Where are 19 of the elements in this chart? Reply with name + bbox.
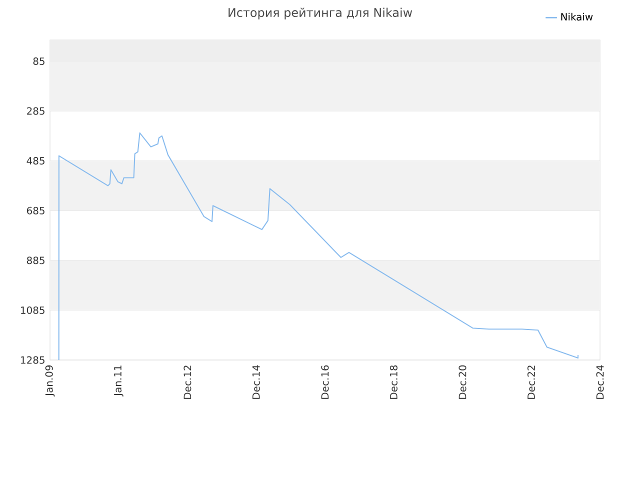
x-tick-label: Dec.16 [321,365,329,399]
y-tick-label: 685 [26,206,44,214]
y-tick-label: 485 [26,157,44,165]
x-tick-label: Dec.18 [390,365,398,399]
x-tick-label: Dec.12 [184,366,192,399]
y-tick-label: 1285 [21,356,44,364]
x-tick-label: Jan.11 [114,366,124,396]
y-tick-label: 1085 [21,306,44,314]
y-tick-label: 885 [26,256,44,264]
chart-title: История рейтинга для Nikaiw [228,8,412,20]
y-tick-label: 85 [33,57,44,65]
x-tick-label: Dec.22 [527,366,535,399]
legend-label: Nikaiw [561,12,593,21]
x-tick-label: Dec.24 [596,365,604,399]
y-tick-label: 285 [27,107,44,115]
x-tick-label: Dec.14 [252,365,260,399]
line-series [58,132,579,360]
x-tick-label: Jan.09 [45,365,55,396]
x-tick-label: Dec.20 [458,365,466,399]
